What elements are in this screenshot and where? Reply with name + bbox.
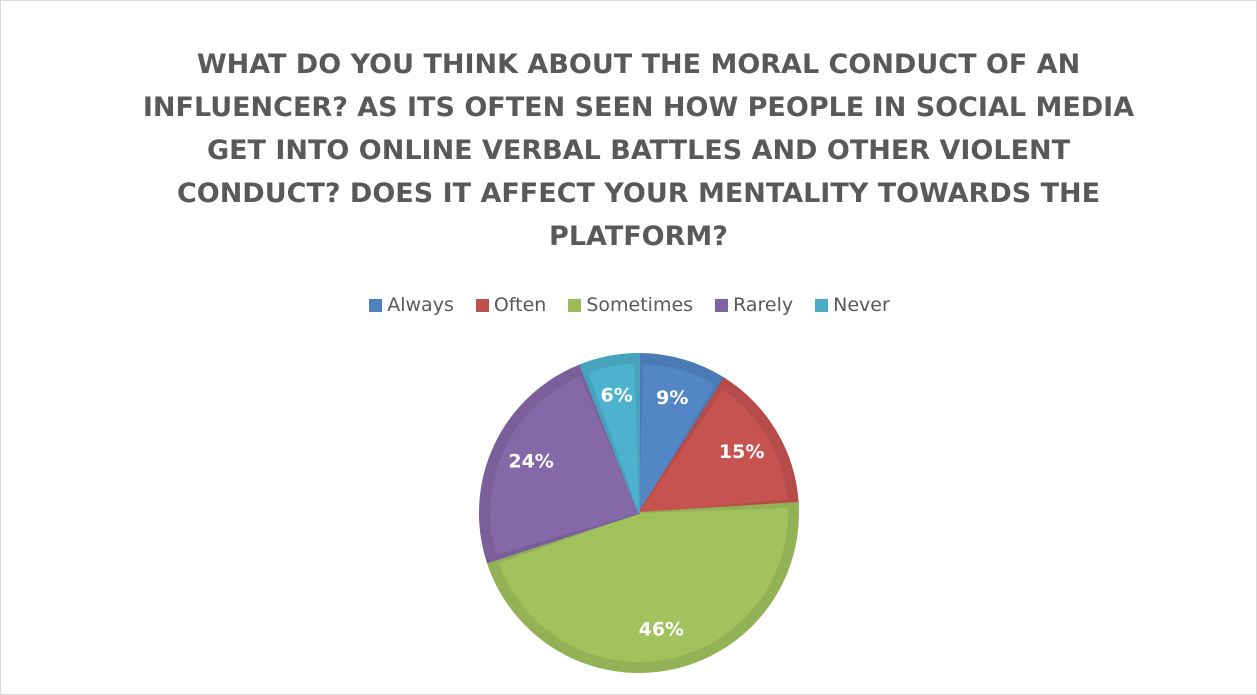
legend-swatch	[715, 298, 729, 312]
data-label: 46%	[639, 619, 684, 641]
slice-bevel	[498, 508, 788, 662]
legend-swatch	[568, 298, 582, 312]
legend-swatch	[369, 298, 383, 312]
slice-bevel	[588, 364, 639, 513]
legend-swatch	[475, 298, 489, 312]
slice-bevel	[639, 389, 788, 513]
legend-item: Often	[475, 294, 547, 316]
slice-bevel	[639, 364, 716, 513]
slice-bevel	[490, 376, 639, 555]
chart-title: WHAT DO YOU THINK ABOUT THE MORAL CONDUC…	[142, 49, 1135, 252]
legend-label: Sometimes	[586, 294, 694, 316]
data-label: 9%	[656, 387, 688, 409]
legend-label: Often	[493, 294, 547, 316]
legend-item: Rarely	[715, 294, 793, 316]
legend-item: Sometimes	[568, 294, 693, 316]
legend: Always Often Sometimes Rarely Never	[1, 294, 1256, 316]
legend-label: Never	[833, 294, 890, 316]
legend-item: Never	[815, 294, 890, 316]
data-label: 6%	[601, 384, 633, 406]
legend-label: Always	[387, 294, 454, 316]
legend-swatch	[815, 298, 829, 312]
legend-item: Always	[369, 294, 454, 316]
legend-label: Rarely	[733, 294, 794, 316]
data-label: 15%	[719, 441, 764, 463]
data-label: 24%	[508, 451, 553, 473]
